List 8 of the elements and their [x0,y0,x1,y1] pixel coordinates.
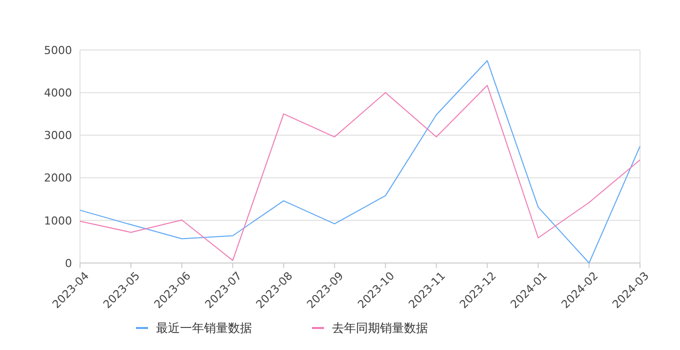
legend-label: 去年同期销量数据 [332,321,428,336]
y-tick-label: 5000 [44,44,72,57]
y-tick-label: 2000 [44,172,72,185]
y-tick-label: 1000 [44,214,72,228]
legend-label: 最近一年销量数据 [156,321,252,336]
y-tick-label: 4000 [44,86,72,100]
y-tick-label: 0 [65,256,72,270]
y-tick-label: 3000 [44,129,72,142]
